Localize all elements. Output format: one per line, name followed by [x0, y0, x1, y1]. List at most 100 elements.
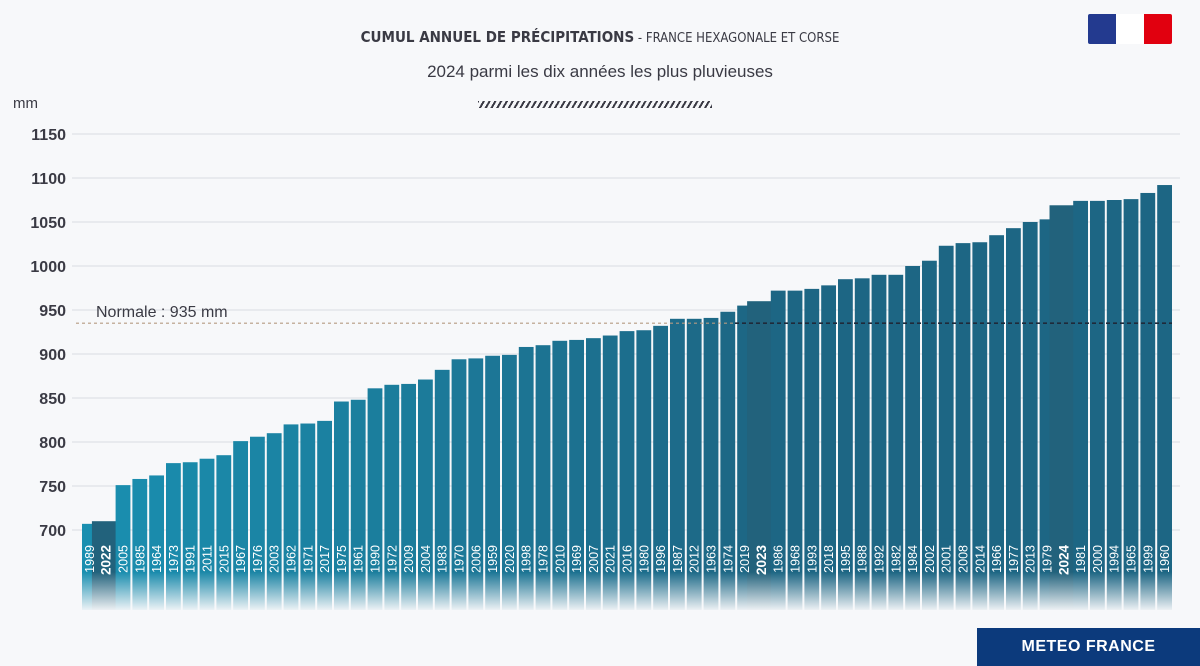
- x-tick-label: 1990: [369, 545, 383, 573]
- x-tick-label: 1963: [705, 545, 719, 573]
- x-tick-label: 2002: [923, 545, 937, 573]
- x-tick-label: 1967: [234, 545, 248, 573]
- bar-2014: [972, 242, 988, 611]
- normal-line-label: Normale : 935 mm: [96, 304, 228, 321]
- y-tick-label: 1150: [31, 127, 66, 144]
- bar-2009: [401, 383, 416, 610]
- normal-reference-line: Normale : 935 mm: [76, 304, 1172, 325]
- x-tick-label: 1974: [721, 545, 735, 573]
- x-tick-label: 1960: [1158, 545, 1172, 573]
- bar-1967: [233, 441, 248, 610]
- bar-2015: [216, 455, 232, 610]
- x-tick-label: 2024: [1056, 545, 1071, 576]
- bar-1983: [434, 369, 450, 610]
- x-tick-label: 1999: [1141, 545, 1155, 573]
- x-tick-label: 2013: [1024, 545, 1038, 573]
- x-tick-label: 2022: [99, 545, 114, 575]
- bar-1988: [854, 278, 870, 610]
- bar-1992: [871, 274, 887, 610]
- x-tick-label: 1959: [486, 545, 500, 573]
- x-tick-label: 2021: [604, 545, 618, 573]
- x-tick-label: 1996: [654, 545, 668, 573]
- bar-1981: [1073, 200, 1088, 610]
- bar-1994: [1106, 200, 1122, 610]
- x-tick-label: 1966: [990, 545, 1004, 573]
- x-tick-label: 1998: [520, 545, 534, 573]
- bar-2001: [938, 245, 954, 610]
- bar-1980: [636, 330, 652, 610]
- y-axis-unit: mm: [13, 95, 38, 112]
- y-tick-label: 800: [39, 435, 66, 452]
- x-tick-label: 1979: [1041, 545, 1055, 573]
- x-tick-label: 2007: [587, 545, 601, 573]
- x-tick-label: 2010: [553, 545, 567, 573]
- bar-1996: [653, 325, 668, 610]
- x-tick-label: 2018: [822, 545, 836, 573]
- x-tick-label: 2009: [402, 545, 416, 573]
- x-tick-label: 1962: [285, 545, 299, 573]
- x-tick-labels: 1989 2022 2005 1985 1964 1973 1991 2011 2015 1967…: [83, 545, 1172, 576]
- x-tick-label: 1972: [385, 545, 399, 573]
- bar-1961: [350, 399, 366, 610]
- x-tick-label: 1981: [1074, 545, 1088, 573]
- x-tick-label: 2019: [738, 545, 752, 573]
- bar-2013: [1022, 222, 1038, 610]
- x-tick-label: 2003: [268, 545, 282, 573]
- bar-1971: [300, 423, 316, 610]
- x-tick-label: 1982: [889, 545, 903, 573]
- y-tick-label: 700: [39, 523, 66, 540]
- x-tick-label: 1985: [133, 545, 147, 573]
- x-tick-label: 1970: [453, 545, 467, 573]
- bar-2021: [602, 335, 618, 610]
- french-republic-logo-icon: [1088, 14, 1172, 44]
- bar-1974: [720, 311, 736, 610]
- bar-2008: [955, 243, 971, 610]
- bar-2000: [1090, 200, 1105, 610]
- x-tick-label: 2008: [957, 545, 971, 573]
- x-tick-label: 1964: [150, 545, 164, 573]
- x-tick-label: 1987: [671, 545, 685, 573]
- x-tick-label: 1983: [436, 545, 450, 573]
- bar-1962: [283, 424, 299, 610]
- x-tick-label: 1969: [570, 545, 584, 573]
- bar-1968: [787, 290, 803, 610]
- x-tick-label: 2000: [1091, 545, 1105, 573]
- bar-1990: [367, 388, 383, 610]
- decorative-hatch-divider: [478, 101, 712, 108]
- y-tick-label: 950: [39, 303, 66, 320]
- x-tick-label: 1961: [352, 545, 366, 573]
- x-tick-label: 1991: [184, 545, 198, 573]
- x-tick-label: 1971: [301, 545, 315, 573]
- x-tick-label: 1986: [772, 545, 786, 573]
- bar-2004: [418, 379, 433, 610]
- bar-2017: [317, 420, 332, 610]
- x-tick-label: 1995: [839, 545, 853, 573]
- bar-1959: [485, 355, 500, 610]
- y-tick-label: 900: [39, 347, 66, 364]
- bar-1993: [804, 288, 820, 610]
- bar-1975: [334, 401, 349, 610]
- x-tick-label: 1980: [637, 545, 651, 573]
- x-tick-label: 1968: [789, 545, 803, 573]
- x-tick-label: 2004: [419, 545, 433, 573]
- bar-1969: [569, 339, 584, 610]
- bar-fade-overlay: [70, 572, 1180, 612]
- bar-1987: [670, 318, 685, 610]
- x-tick-label: 1992: [873, 545, 887, 573]
- x-tick-label: 2006: [469, 545, 483, 573]
- bar-1984: [905, 266, 920, 610]
- bar-1999: [1140, 192, 1156, 610]
- chart-title-main: Cumul annuel de précipitations: [360, 28, 635, 46]
- meteo-france-logo: METEO FRANCE: [977, 628, 1200, 666]
- x-tick-label: 2017: [318, 545, 332, 573]
- bar-1966: [989, 235, 1004, 610]
- x-tick-label: 2016: [621, 545, 635, 573]
- x-tick-label: 2012: [688, 545, 702, 573]
- y-tick-label: 850: [39, 391, 66, 408]
- bar-1963: [703, 317, 719, 610]
- bar-1978: [535, 345, 551, 610]
- bar-2007: [586, 338, 601, 610]
- bar-1976: [250, 436, 265, 610]
- bar-1998: [518, 346, 534, 610]
